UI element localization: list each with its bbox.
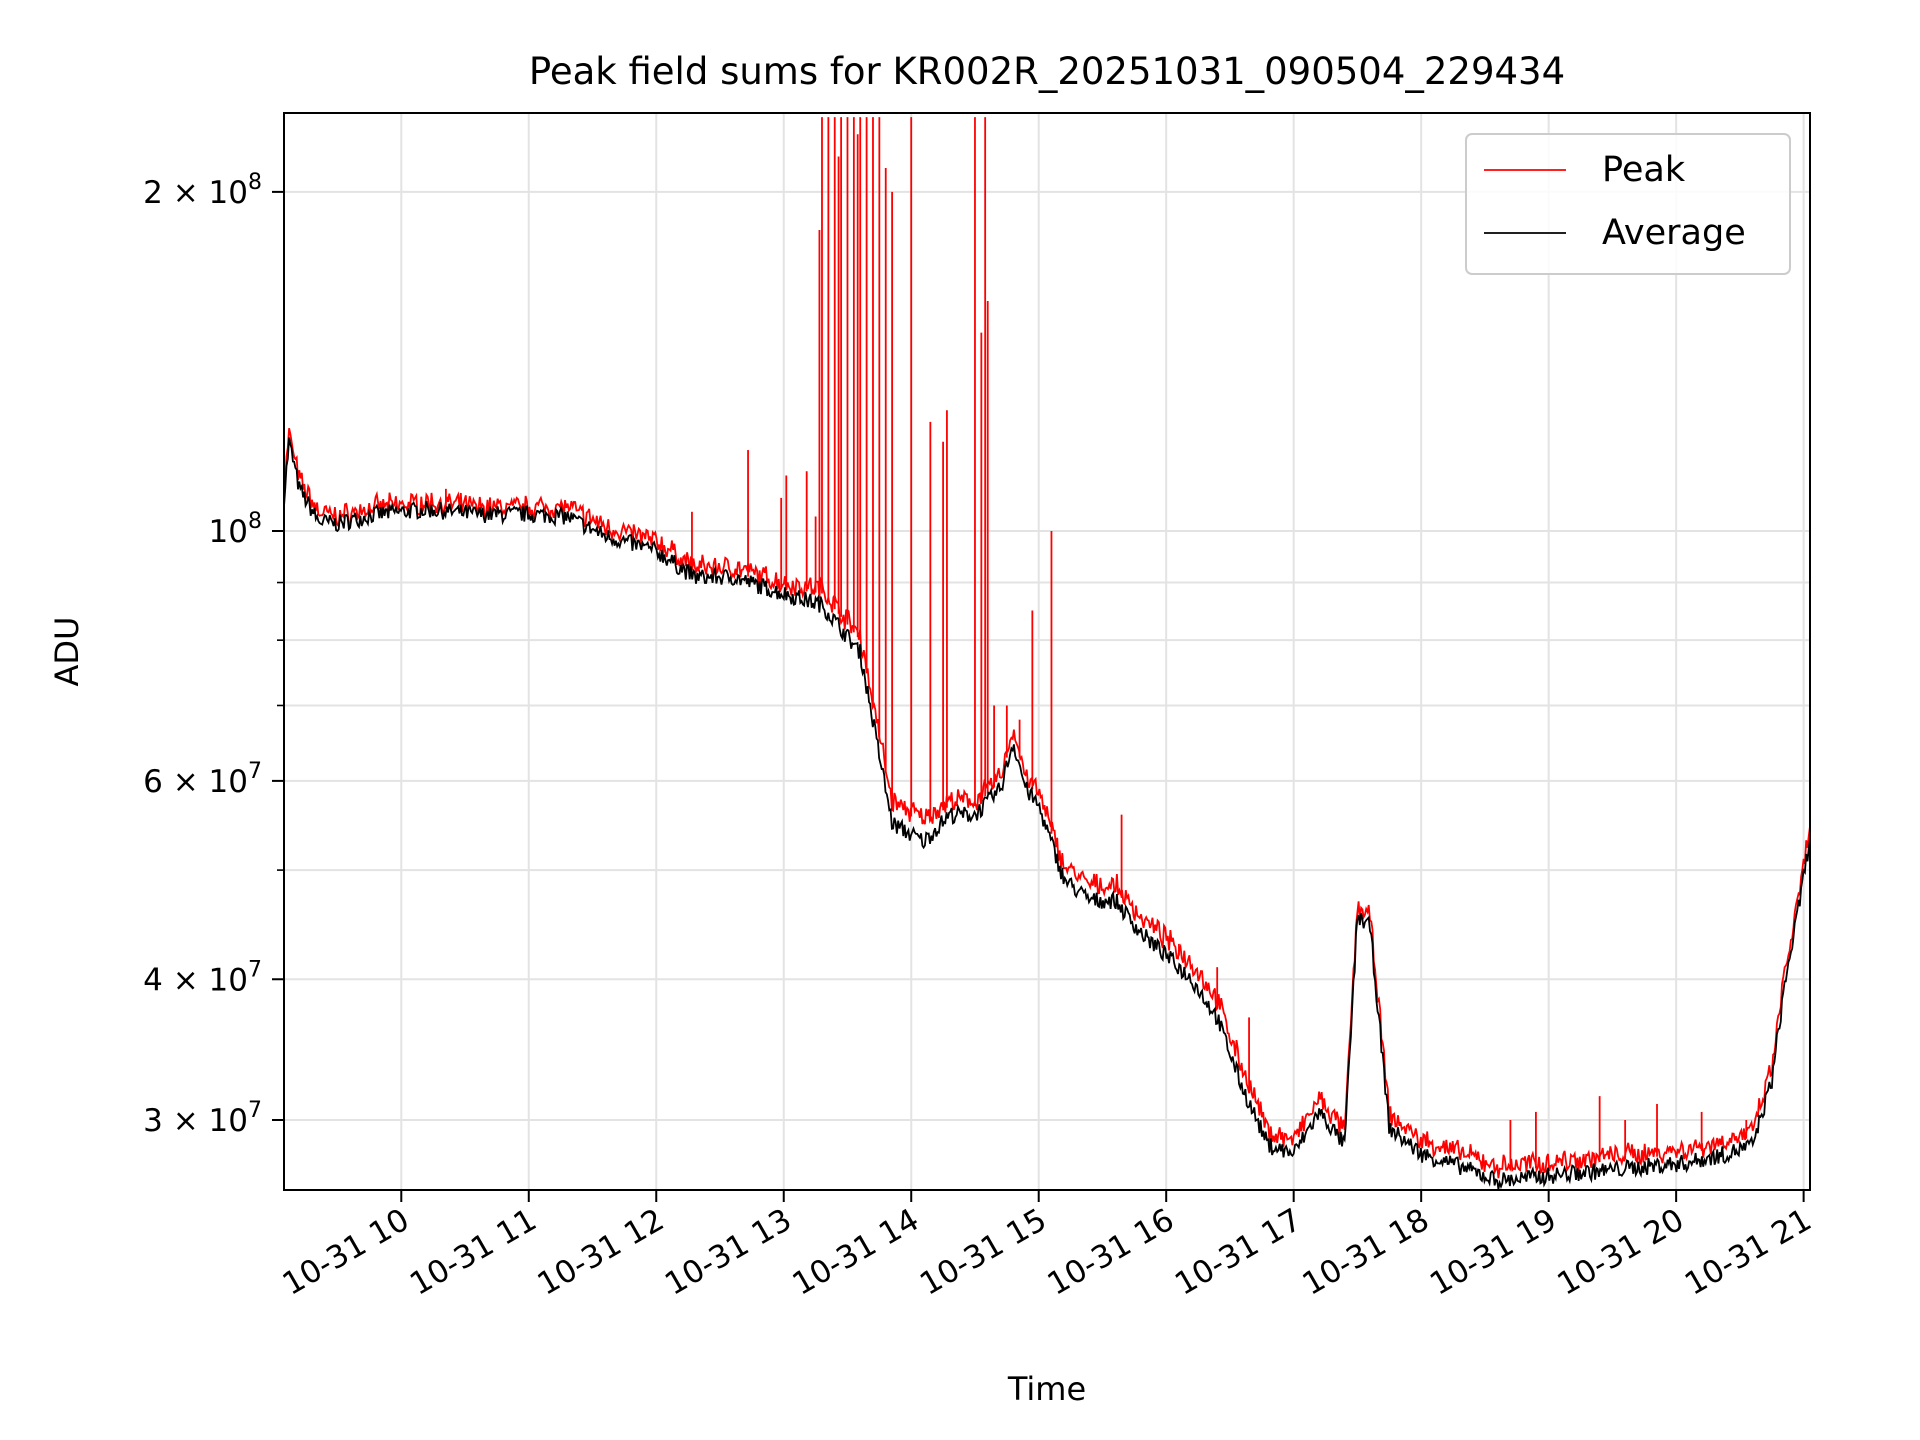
legend: Peak Average — [1465, 133, 1791, 275]
grid — [284, 113, 1810, 1190]
y-tick-label: 2 × 108 — [143, 170, 262, 211]
y-tick-label: 4 × 107 — [143, 957, 262, 998]
y-axis-label: ADU — [48, 617, 86, 687]
series-peak-line — [284, 428, 1810, 1179]
x-axis-label: Time — [1007, 1370, 1086, 1408]
series-average-line — [284, 437, 1810, 1190]
y-tick-label: 108 — [209, 509, 262, 550]
chart-title: Peak field sums for KR002R_20251031_0905… — [529, 50, 1565, 93]
legend-label-peak: Peak — [1602, 150, 1686, 190]
legend-label-average: Average — [1602, 213, 1746, 253]
legend-box — [1465, 133, 1791, 275]
series-layer — [284, 117, 1810, 1190]
y-axis: 3 × 107 4 × 107 6 × 107 108 2 × 108 — [143, 170, 284, 1139]
y-tick-label: 6 × 107 — [143, 759, 262, 800]
plot-frame — [283, 112, 1811, 1191]
y-tick-label: 3 × 107 — [143, 1098, 262, 1139]
